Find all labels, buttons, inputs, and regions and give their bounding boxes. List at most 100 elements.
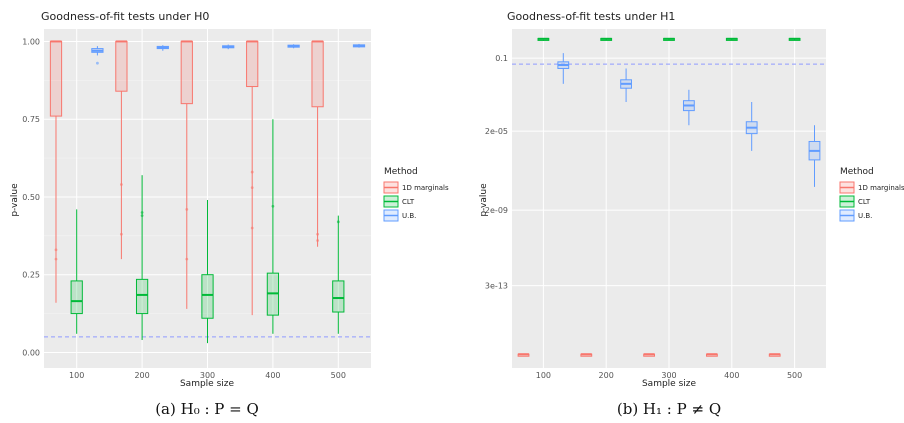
outlier-point (54, 257, 58, 261)
box-u-b- (808, 125, 821, 187)
x-tick-label: 500 (331, 371, 346, 380)
legend-key (839, 209, 855, 222)
box-clt (788, 37, 801, 41)
box-1d-marginals (246, 40, 259, 316)
x-tick-label: 100 (69, 371, 84, 380)
box-clt (70, 209, 83, 334)
outlier-point (96, 61, 99, 65)
legend-label: U.B. (858, 212, 872, 220)
y-tick-label: 0.75 (22, 115, 40, 124)
x-tick-label: 100 (536, 371, 551, 380)
box-iqr (201, 274, 214, 319)
outlier-point (119, 232, 123, 236)
y-tick-label: 1.00 (22, 37, 40, 46)
chart-b-xlabel: Sample size (642, 379, 697, 389)
box-iqr (311, 40, 324, 108)
outlier-point (140, 214, 144, 218)
legend-key (383, 181, 399, 194)
outlier-point (185, 257, 189, 261)
box-u-b- (745, 102, 758, 151)
caption-a: (a) H₀ : P = Q (155, 400, 259, 418)
legend-key (839, 181, 855, 194)
box-1d-marginals (643, 353, 656, 357)
chart-a-title: Goodness-of-fit tests under H0 (41, 10, 209, 23)
outlier-point (250, 170, 254, 174)
legend-title: Method (384, 167, 418, 177)
box-clt (135, 175, 149, 341)
y-tick-label: 2e-09 (485, 206, 508, 215)
chart-b-ylabel: p-value (479, 183, 489, 217)
box-iqr (180, 40, 193, 105)
chart-b-legend: Method 1D marginals CLT U.B. (839, 167, 904, 222)
box-u-b- (156, 45, 169, 51)
box-iqr (49, 40, 63, 117)
caption-b: (b) H₁ : P ≠ Q (617, 400, 721, 418)
box-1d-marginals (580, 353, 593, 357)
box-iqr (135, 278, 149, 315)
outlier-point (54, 248, 58, 252)
chart-a-x-ticks: 100 200 300 400 500 (69, 371, 346, 380)
legend-label: CLT (402, 198, 415, 206)
chart-a-legend: Method 1D marginals CLT U.B. (383, 167, 449, 222)
outlier-point (316, 232, 319, 236)
chart-b: Goodness-of-fit tests under H1 0.1 2e-05 2… (479, 10, 904, 389)
chart-b-x-ticks: 100 200 300 400 500 (536, 371, 802, 380)
legend-title: Method (840, 167, 874, 177)
box-u-b- (91, 46, 104, 65)
chart-a-boxes (49, 40, 366, 344)
x-tick-label: 400 (265, 371, 280, 380)
legend-key (383, 209, 399, 222)
legend-label: U.B. (402, 212, 416, 220)
chart-b-grid (512, 29, 826, 368)
chart-b-title: Goodness-of-fit tests under H1 (507, 10, 675, 23)
box-u-b- (287, 44, 300, 49)
y-tick-label: 0.50 (22, 193, 40, 202)
box-1d-marginals (115, 40, 128, 260)
outlier-point (250, 226, 254, 230)
chart-a: Goodness-of-fit tests under H0 0.000.250… (10, 10, 449, 389)
box-1d-marginals (517, 353, 530, 357)
box-clt (663, 37, 675, 41)
legend-key (383, 195, 399, 208)
box-iqr (246, 40, 259, 88)
box-u-b- (222, 44, 235, 50)
outlier-point (119, 183, 123, 186)
box-clt (537, 37, 550, 41)
outlier-point (250, 186, 254, 190)
y-tick-label: 0.00 (22, 348, 40, 357)
legend-label: CLT (858, 198, 871, 206)
box-1d-marginals (49, 40, 63, 303)
box-clt (725, 37, 738, 41)
box-iqr (70, 280, 83, 315)
box-u-b- (557, 53, 570, 84)
outlier-point (185, 207, 189, 211)
box-u-b- (620, 68, 632, 103)
box-1d-marginals (180, 40, 193, 309)
outlier-point (336, 220, 340, 224)
box-u-b- (352, 43, 366, 48)
box-iqr (332, 280, 345, 313)
outlier-point (271, 204, 275, 208)
x-tick-label: 200 (599, 371, 614, 380)
box-iqr (115, 40, 128, 92)
box-u-b- (682, 89, 695, 126)
legend-label: 1D marginals (858, 184, 904, 192)
box-clt (600, 37, 613, 41)
x-tick-label: 400 (724, 371, 739, 380)
legend-label: 1D marginals (402, 184, 449, 192)
legend-key (839, 195, 855, 208)
outlier-point (316, 239, 319, 242)
chart-b-y-ticks: 0.1 2e-05 2e-09 3e-13 (485, 54, 508, 290)
box-1d-marginals (311, 40, 324, 247)
box-1d-marginals (768, 353, 781, 357)
box-clt (201, 200, 214, 344)
box-clt (332, 215, 345, 334)
x-tick-label: 200 (134, 371, 149, 380)
y-tick-label: 0.1 (495, 54, 508, 63)
x-tick-label: 300 (200, 371, 215, 380)
box-clt (266, 119, 280, 334)
chart-a-ylabel: p-value (10, 183, 20, 217)
y-tick-label: 3e-13 (485, 282, 508, 291)
box-1d-marginals (706, 353, 718, 357)
